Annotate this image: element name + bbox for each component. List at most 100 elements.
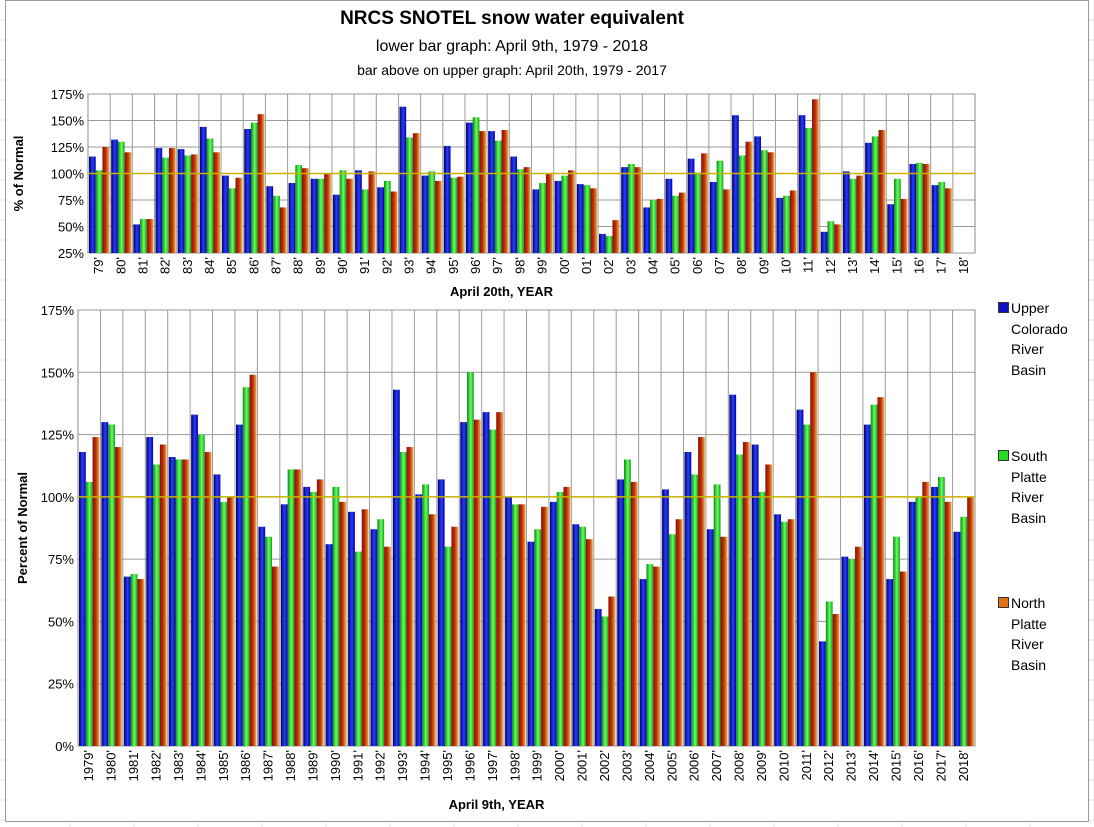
bar-north-platte	[294, 469, 302, 746]
bar-upper-colorado	[798, 115, 806, 253]
bar-north-platte	[346, 178, 354, 253]
bar-south-platte	[153, 464, 160, 746]
bar-south-platte	[287, 469, 295, 746]
bar-south-platte	[916, 162, 923, 253]
x-tick-label: 04'	[645, 257, 660, 274]
y-tick-label: 175%	[41, 303, 75, 318]
x-tick-label: 11'	[801, 257, 816, 273]
bar-south-platte	[825, 601, 833, 746]
x-tick-label: 1998'	[507, 750, 522, 781]
bar-upper-colorado	[191, 414, 198, 746]
bar-south-platte	[915, 496, 923, 746]
bar-south-platte	[849, 178, 857, 253]
legend-label-south-platte: South Platte River Basin	[1011, 448, 1048, 526]
bar-upper-colorado	[392, 389, 400, 746]
bar-upper-colorado	[168, 456, 176, 746]
bar-south-platte	[583, 185, 591, 253]
bar-upper-colorado	[576, 184, 584, 253]
x-tick-label: 2007'	[709, 750, 724, 781]
x-tick-label: 1997'	[485, 750, 500, 781]
x-tick-label: 2002'	[597, 750, 612, 781]
bar-south-platte	[672, 195, 679, 253]
bar-south-platte	[601, 616, 609, 746]
bar-upper-colorado	[639, 579, 647, 746]
bar-south-platte	[691, 474, 699, 746]
bar-north-platte	[191, 154, 198, 253]
bar-upper-colorado	[754, 136, 761, 253]
x-tick-label: 2011'	[799, 750, 814, 780]
bar-upper-colorado	[244, 128, 251, 253]
bar-north-platte	[701, 153, 708, 253]
x-tick-label: 2008'	[732, 750, 747, 781]
bar-upper-colorado	[751, 444, 759, 746]
bar-north-platte	[678, 192, 686, 253]
bar-upper-colorado	[310, 178, 318, 253]
bar-upper-colorado	[370, 529, 378, 746]
bar-upper-colorado	[617, 479, 625, 746]
bar-north-platte	[302, 168, 309, 253]
bar-north-platte	[945, 188, 952, 253]
bar-north-platte	[541, 506, 548, 746]
y-axis-title: % of Normal	[11, 136, 26, 212]
bar-south-platte	[220, 501, 228, 746]
bar-upper-colorado	[572, 524, 580, 746]
x-tick-label: 2004'	[642, 750, 657, 781]
y-tick-label: 150%	[41, 365, 75, 380]
bar-upper-colorado	[532, 189, 540, 253]
x-tick-label: 96'	[468, 257, 483, 274]
bar-north-platte	[834, 224, 841, 253]
bar-north-platte	[899, 571, 907, 746]
bar-south-platte	[206, 138, 214, 253]
bar-north-platte	[518, 504, 526, 746]
bar-north-platte	[656, 198, 664, 253]
bar-south-platte	[758, 491, 766, 746]
x-tick-label: 2010'	[776, 750, 791, 781]
bar-upper-colorado	[460, 422, 468, 746]
bar-upper-colorado	[776, 197, 784, 253]
bar-upper-colorado	[819, 641, 826, 746]
x-tick-label: 1993'	[395, 750, 410, 781]
bar-north-platte	[545, 173, 553, 253]
bar-north-platte	[182, 459, 190, 746]
bar-north-platte	[257, 114, 265, 253]
bar-upper-colorado	[684, 452, 692, 746]
bar-north-platte	[812, 99, 819, 253]
bar-south-platte	[871, 136, 879, 253]
bar-north-platte	[146, 219, 154, 253]
bar-south-platte	[894, 178, 901, 253]
y-tick-label: 100%	[51, 167, 85, 182]
bar-north-platte	[137, 579, 145, 746]
x-tick-label: 1995'	[440, 750, 455, 781]
bar-upper-colorado	[89, 156, 96, 253]
x-tick-label: 2006'	[687, 750, 702, 781]
bar-south-platte	[938, 181, 946, 253]
x-tick-label: 82'	[158, 257, 173, 274]
x-tick-label: 1987'	[261, 750, 276, 781]
bar-north-platte	[967, 496, 974, 746]
bar-north-platte	[675, 519, 683, 746]
x-axis-title: April 9th, YEAR	[449, 797, 545, 812]
x-tick-label: 16'	[912, 257, 927, 274]
x-tick-label: 93'	[402, 257, 417, 274]
bar-upper-colorado	[729, 394, 737, 746]
bar-south-platte	[556, 491, 564, 746]
bar-north-platte	[435, 180, 442, 253]
legend-swatch-upper-colorado	[998, 302, 1009, 313]
bar-south-platte	[85, 481, 93, 746]
bar-north-platte	[473, 419, 481, 746]
bar-upper-colorado	[199, 126, 207, 253]
bar-north-platte	[922, 163, 930, 253]
y-tick-label: 125%	[41, 428, 75, 443]
bar-north-platte	[428, 514, 436, 746]
bar-south-platte	[803, 424, 811, 746]
x-tick-label: 1986'	[238, 750, 253, 781]
bar-upper-colorado	[549, 501, 557, 746]
x-tick-label: 2014'	[866, 750, 881, 781]
bar-north-platte	[742, 442, 750, 746]
bar-south-platte	[738, 155, 746, 253]
bar-north-platte	[789, 190, 797, 253]
bar-south-platte	[472, 117, 480, 253]
x-tick-label: 2009'	[754, 750, 769, 781]
x-tick-label: 09'	[756, 257, 771, 274]
